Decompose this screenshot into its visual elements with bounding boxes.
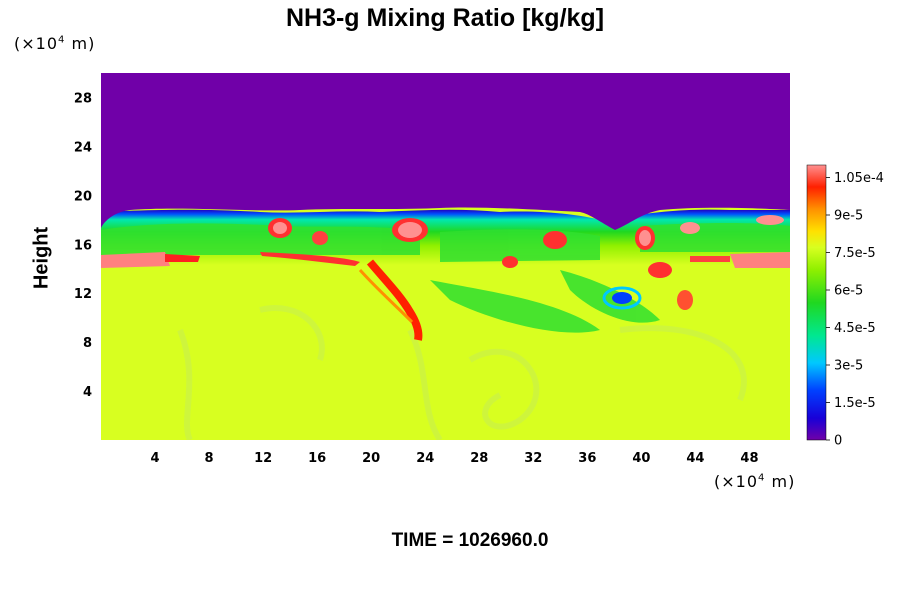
- x-tick-label: 40: [632, 451, 650, 466]
- descending-plume-edge: [358, 268, 414, 324]
- x-axis-ticks: 4 8 12 16 20 24 28 32 36 40 44 48: [151, 451, 759, 466]
- x-tick-label: 28: [470, 451, 488, 466]
- y-tick-label: 8: [83, 336, 92, 351]
- time-label: TIME = 1026960.0: [391, 530, 549, 551]
- x-tick-label: 12: [254, 451, 272, 466]
- colorbar-tick-label: 4.5e-5: [834, 321, 876, 336]
- colorbar-tick-label: 1.5e-5: [834, 396, 876, 411]
- x-axis-unit: (×104 m): [714, 472, 796, 491]
- enriched-blobs: [268, 215, 784, 310]
- low-value-vortex-edge: [602, 286, 642, 310]
- enriched-band: [101, 252, 790, 268]
- colorbar-bar: [806, 164, 827, 441]
- x-tick-label: 20: [362, 451, 380, 466]
- green-patches: [101, 223, 790, 333]
- colorbar-tick-label: 7.5e-5: [834, 246, 876, 261]
- y-tick-label: 24: [74, 140, 92, 155]
- y-tick-label: 4: [83, 385, 92, 400]
- x-tick-label: 36: [578, 451, 596, 466]
- upper-layer-field: [101, 73, 790, 230]
- colorbar-tick-label: 3e-5: [834, 359, 863, 374]
- x-tick-label: 24: [416, 451, 434, 466]
- x-tick-label: 32: [524, 451, 542, 466]
- colorbar-tick-label: 0: [834, 434, 842, 449]
- colorbar: 0 1.5e-5 3e-5 4.5e-5 6e-5 7.5e-5 9e-5 1.05e-4: [806, 164, 884, 449]
- y-tick-label: 20: [74, 189, 92, 204]
- x-tick-label: 44: [686, 451, 704, 466]
- colorbar-tick-label: 6e-5: [834, 284, 863, 299]
- x-tick-label: 8: [205, 451, 214, 466]
- x-tick-label: 48: [740, 451, 758, 466]
- y-axis-unit: (×104 m): [14, 34, 96, 53]
- colorbar-tick-label: 1.05e-4: [834, 171, 884, 186]
- y-tick-label: 28: [74, 91, 92, 106]
- colorbar-tick-label: 9e-5: [834, 209, 863, 224]
- x-tick-label: 16: [308, 451, 326, 466]
- chart-title: NH3-g Mixing Ratio [kg/kg]: [285, 4, 605, 32]
- y-axis-ticks: 4 8 12 16 20 24 28: [74, 91, 92, 400]
- descending-plume: [366, 259, 423, 341]
- x-tick-label: 4: [151, 451, 160, 466]
- lower-layer-swirls: [177, 305, 747, 440]
- heatmap-plot-area: [101, 73, 790, 440]
- y-tick-label: 12: [74, 287, 92, 302]
- colorbar-ticks: 0 1.5e-5 3e-5 4.5e-5 6e-5 7.5e-5 9e-5 1.05e-4: [826, 171, 884, 449]
- y-tick-label: 16: [74, 238, 92, 253]
- low-value-vortex: [612, 292, 632, 304]
